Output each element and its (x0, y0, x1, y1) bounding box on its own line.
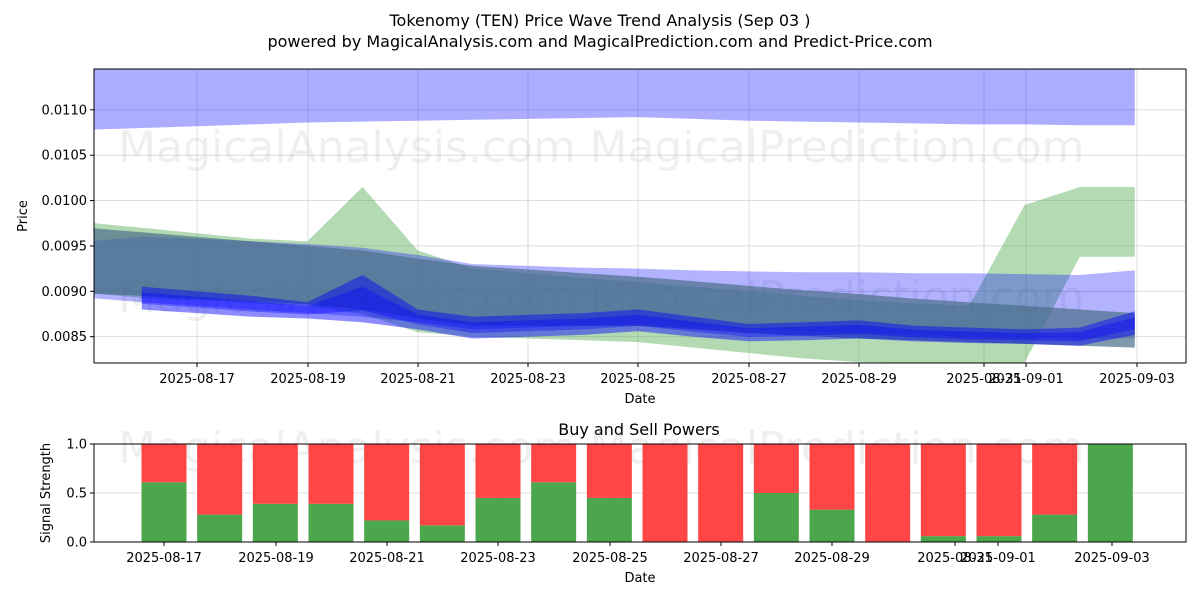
signal-x-tick-label: 2025-08-21 (349, 551, 425, 566)
sell-bar (920, 444, 966, 537)
price-x-tick-label: 2025-08-17 (159, 372, 235, 387)
signal-y-tick-label: 0.0 (66, 536, 87, 551)
signal-bars (141, 444, 1133, 542)
buy-bar (586, 497, 632, 542)
price-x-tick-label: 2025-08-21 (380, 372, 456, 387)
band-steel-trend-band (94, 228, 1135, 348)
sell-bar (586, 444, 632, 498)
price-y-tick-label: 0.0100 (42, 194, 88, 209)
price-y-tick-label: 0.0110 (42, 103, 88, 118)
price-x-tick-label: 2025-09-03 (1099, 372, 1175, 387)
price-x-tick-label: 2025-08-29 (821, 372, 897, 387)
sell-bar (475, 444, 521, 498)
buy-bar (531, 482, 577, 542)
price-x-tick-label: 2025-08-25 (600, 372, 676, 387)
sell-bar (1032, 444, 1078, 515)
signal-x-tick-label: 2025-08-27 (683, 551, 759, 566)
signal-x-tick-label: 2025-08-25 (572, 551, 648, 566)
price-x-label: Date (624, 392, 655, 407)
sell-bar (364, 444, 410, 521)
sell-bar (809, 444, 855, 510)
buy-bar (364, 520, 410, 542)
price-bands (94, 69, 1135, 363)
sell-bar (308, 444, 354, 504)
price-x-tick-label: 2025-08-19 (270, 372, 346, 387)
signal-x-label: Date (624, 571, 655, 586)
signal-x-tick-label: 2025-08-17 (126, 551, 202, 566)
watermark-prediction: MagicalPrediction.com (590, 122, 1085, 173)
band-core-blue-wave (141, 275, 1135, 346)
signal-x-tick-label: 2025-08-19 (238, 551, 314, 566)
buy-bar (809, 509, 855, 542)
sell-bar (698, 444, 744, 542)
price-y-ticks: 0.0085 0.0090 0.0095 0.0100 0.0105 0.0110 (42, 103, 94, 345)
sell-bar (141, 444, 187, 483)
buy-bar (1087, 444, 1133, 542)
price-x-tick-label: 2025-08-31 (946, 372, 1022, 387)
price-y-tick-label: 0.0105 (42, 149, 88, 164)
price-y-label: Price (16, 200, 31, 232)
signal-y-label: Signal Strength (39, 443, 54, 543)
signal-title: Buy and Sell Powers (558, 420, 720, 439)
buy-bar (419, 525, 465, 542)
signal-y-ticks: 0.0 0.5 1.0 (66, 438, 94, 551)
signal-x-tick-label: 2025-09-01 (960, 551, 1036, 566)
signal-y-tick-label: 1.0 (66, 438, 87, 453)
price-x-tick-label: 2025-09-01 (988, 372, 1064, 387)
price-x-ticks: 2025-08-17 2025-08-19 2025-08-21 2025-08-23… (159, 363, 1175, 387)
buy-bar (197, 514, 243, 542)
chart-subtitle: powered by MagicalAnalysis.com and Magic… (267, 32, 932, 51)
signal-x-tick-label: 2025-09-03 (1074, 551, 1150, 566)
signal-x-tick-label: 2025-08-29 (794, 551, 870, 566)
sell-bar (865, 444, 911, 542)
price-y-tick-label: 0.0095 (42, 239, 88, 254)
sell-bar (531, 444, 577, 483)
sell-bar (197, 444, 243, 515)
buy-bar (252, 503, 298, 542)
sell-bar (976, 444, 1022, 537)
band-upper-blue-band (94, 69, 1135, 130)
watermark-analysis: MagicalAnalysis.com (118, 122, 576, 173)
signal-panel: Buy and Sell Powers MagicalAnalysis.com … (39, 420, 1187, 586)
buy-bar (753, 493, 799, 542)
buy-bar (1032, 514, 1078, 542)
signal-x-ticks: 2025-08-17 2025-08-19 2025-08-21 2025-08-23… (126, 542, 1150, 566)
price-panel: MagicalAnalysis.com MagicalPrediction.co… (16, 68, 1187, 407)
signal-x-tick-label: 2025-08-23 (460, 551, 536, 566)
price-y-tick-label: 0.0085 (42, 330, 88, 345)
buy-bar (141, 482, 187, 542)
sell-bar (753, 444, 799, 493)
sell-bar (642, 444, 688, 542)
price-plot-frame (93, 68, 1187, 364)
chart-title: Tokenomy (TEN) Price Wave Trend Analysis… (388, 11, 810, 30)
signal-y-tick-label: 0.5 (66, 487, 87, 502)
sell-bar (252, 444, 298, 504)
price-x-tick-label: 2025-08-23 (490, 372, 566, 387)
sell-bar (419, 444, 465, 526)
buy-bar (976, 536, 1022, 542)
buy-bar (920, 536, 966, 542)
price-y-tick-label: 0.0090 (42, 285, 88, 300)
buy-bar (475, 497, 521, 542)
price-x-tick-label: 2025-08-27 (711, 372, 787, 387)
band-core-inner (141, 286, 1135, 342)
buy-bar (308, 503, 354, 542)
signal-x-tick-label: 2025-08-31 (917, 551, 993, 566)
